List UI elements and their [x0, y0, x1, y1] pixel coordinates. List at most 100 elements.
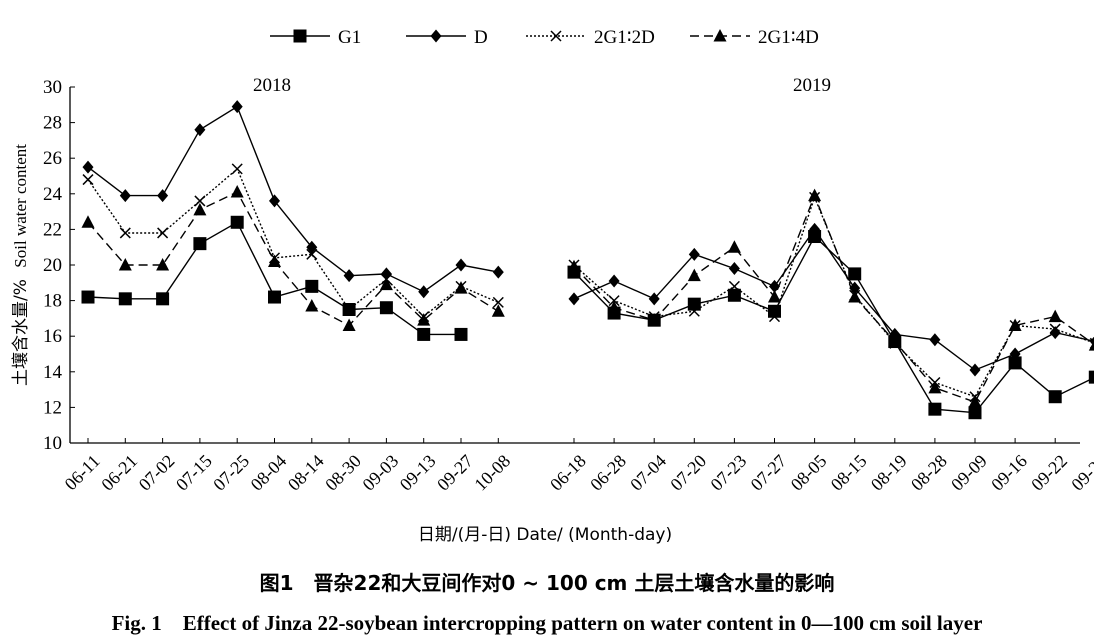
- x-tick-label: 07-04: [626, 451, 670, 495]
- x-tick-label: 08-14: [284, 451, 328, 495]
- data-point: [157, 189, 169, 203]
- data-point: [379, 277, 393, 291]
- data-point: [928, 380, 942, 394]
- data-point: [727, 240, 741, 253]
- data-point: [230, 215, 244, 229]
- x-tick-label: 10-08: [470, 451, 514, 495]
- data-point: [194, 123, 206, 137]
- legend: G1 D 2G1∶2D 2G1∶4D: [270, 27, 819, 48]
- x-tick-label: 09-16: [987, 451, 1031, 495]
- series-line: [87, 105, 499, 293]
- legend-label: D: [474, 27, 488, 48]
- x-tick-label: 07-02: [135, 451, 179, 495]
- x-tick-label: 08-15: [827, 451, 871, 495]
- legend-label: 2G1∶2D: [594, 27, 655, 48]
- data-point: [567, 259, 581, 273]
- data-point: [230, 185, 244, 198]
- data-point: [119, 227, 131, 239]
- data-point: [156, 292, 170, 306]
- data-point: [728, 280, 740, 292]
- data-point: [1088, 370, 1094, 384]
- series-0-0: [81, 215, 468, 341]
- series-0-2: [82, 163, 504, 323]
- data-point: [607, 300, 621, 314]
- data-point: [454, 327, 468, 341]
- x-axis-title: 日期/(月-日) Date/ (Month-day): [418, 525, 672, 545]
- y-axis-title-zh: 土壤含水量/%: [10, 274, 31, 386]
- data-point: [648, 292, 660, 306]
- data-point: [809, 222, 821, 236]
- data-point: [1048, 309, 1062, 323]
- data-point: [568, 292, 580, 306]
- y-tick-label: 20: [43, 255, 62, 276]
- data-point: [268, 290, 281, 304]
- x-tick-label: 09-27: [433, 451, 477, 495]
- data-point: [928, 402, 942, 416]
- data-point: [492, 265, 504, 279]
- series-0-1: [82, 100, 504, 299]
- legend-item-3: 2G1∶4D: [690, 27, 819, 48]
- x-tick-label: 08-04: [247, 451, 291, 495]
- x-tick-label: 07-25: [209, 451, 253, 495]
- data-point: [343, 303, 355, 316]
- data-point: [343, 269, 355, 283]
- data-point: [231, 163, 243, 175]
- x-tick-label: 07-27: [747, 451, 791, 495]
- series-1-1: [568, 222, 1094, 377]
- data-point: [728, 262, 740, 276]
- data-point: [1009, 347, 1021, 361]
- axes: 10 12 14 16 18 20 22 24 26 28 30 土壤含水量/% Soil water…: [10, 75, 1094, 545]
- x-tick-label: 09-09: [947, 451, 991, 495]
- x-tick-label: 07-20: [666, 451, 710, 495]
- legend-item-1: D: [406, 27, 488, 48]
- data-point: [1008, 356, 1022, 370]
- series-1-3: [567, 188, 1094, 408]
- series-1-2: [568, 191, 1094, 403]
- y-axis-title-en: Soil water content: [11, 144, 30, 268]
- y-tick-label: 18: [43, 291, 62, 312]
- data-point: [193, 237, 207, 251]
- legend-marker: [430, 29, 442, 43]
- data-point: [306, 248, 318, 260]
- x-tick-label: 06-21: [97, 451, 141, 495]
- caption-english: Fig. 1 Effect of Jinza 22-soybean interc…: [111, 611, 983, 635]
- x-tick-label: 09-13: [396, 451, 440, 495]
- data-point: [379, 301, 393, 315]
- data-point: [455, 258, 467, 272]
- y-tick-label: 28: [43, 113, 62, 134]
- data-point: [727, 288, 741, 302]
- series-line: [87, 167, 499, 318]
- data-point: [608, 295, 620, 307]
- data-point: [1049, 323, 1061, 335]
- x-tick-label: 08-28: [907, 451, 951, 495]
- legend-label: 2G1∶4D: [758, 27, 819, 48]
- data-point: [968, 406, 982, 420]
- data-point: [305, 279, 319, 293]
- series-0-3: [81, 185, 505, 332]
- data-point: [1088, 340, 1094, 351]
- x-tick-label: 09-03: [358, 451, 402, 495]
- data-point: [231, 100, 243, 114]
- x-tick-label: 06-18: [546, 451, 590, 495]
- soil-water-chart: G1 D 2G1∶2D 2G1∶4D 10 12 14 16 18 20 22 24 26 28 30 土壤…: [10, 27, 1094, 545]
- data-point: [269, 194, 280, 208]
- data-point: [81, 215, 95, 228]
- data-point: [417, 327, 431, 341]
- data-point: [687, 268, 701, 282]
- y-axis-title: 土壤含水量/% Soil water content: [10, 144, 31, 386]
- data-point: [808, 188, 822, 202]
- data-point: [81, 290, 95, 304]
- data-point: [889, 327, 901, 341]
- data-point: [768, 311, 781, 323]
- x-tick-label: 08-19: [867, 451, 911, 495]
- year-label-2019: 2019: [793, 75, 831, 96]
- x-tick-label: 08-05: [787, 451, 831, 495]
- data-point: [194, 195, 206, 207]
- series-line: [573, 193, 1094, 403]
- data-point: [82, 160, 94, 174]
- data-point: [688, 305, 700, 317]
- data-point: [968, 395, 982, 408]
- data-point: [929, 333, 941, 347]
- data-point: [417, 313, 431, 326]
- data-point: [848, 290, 862, 303]
